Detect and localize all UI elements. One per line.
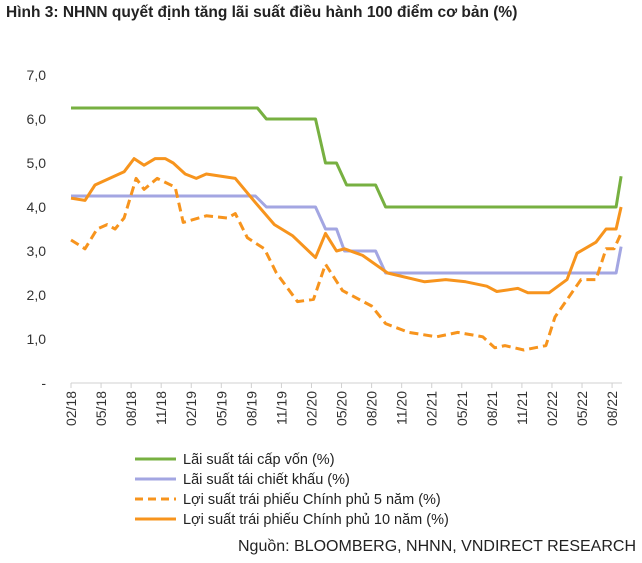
x-tick-label: 02/20 <box>303 391 319 426</box>
x-tick-label: 08/18 <box>123 391 139 426</box>
x-tick-label: 05/20 <box>334 391 350 426</box>
y-tick-label: - <box>41 375 46 391</box>
series-line-3 <box>70 176 623 352</box>
y-axis: - 1,0 2,0 3,0 4,0 5,0 6,0 7,0 <box>27 67 47 391</box>
x-tick-label: 08/21 <box>484 391 500 426</box>
x-tick-label: 05/22 <box>574 391 590 426</box>
x-tick-label: 05/21 <box>454 391 470 426</box>
x-axis: 02/18 05/18 08/18 11/18 02/19 05/19 08/19 11/19… <box>63 382 622 426</box>
y-tick-label: 1,0 <box>27 331 47 347</box>
x-tick-label: 05/19 <box>213 391 229 426</box>
y-tick-label: 5,0 <box>27 155 47 171</box>
x-tick-label: 02/19 <box>183 391 199 426</box>
series-line-2 <box>71 194 623 275</box>
legend-label: Lợi suất trái phiếu Chính phủ 5 năm (%) <box>183 492 441 508</box>
y-tick-label: 7,0 <box>27 67 47 83</box>
x-tick-label: 11/20 <box>394 391 410 425</box>
x-tick-label: 11/19 <box>273 391 289 425</box>
legend-label: Lãi suất tái cấp vốn (%) <box>183 452 335 468</box>
x-tick-label: 08/19 <box>243 391 259 426</box>
x-tick-label: 11/18 <box>153 391 169 425</box>
x-tick-label: 02/21 <box>424 391 440 426</box>
x-tick-label: 08/20 <box>364 391 380 426</box>
series-line-4 <box>70 157 623 295</box>
legend-label: Lợi suất trái phiếu Chính phủ 10 năm (%) <box>183 512 449 528</box>
x-tick-label: 02/22 <box>544 391 560 426</box>
chart-title: Hình 3: NHNN quyết định tăng lãi suất đi… <box>6 4 518 21</box>
x-tick-label: 05/18 <box>93 391 109 426</box>
y-tick-label: 2,0 <box>27 287 47 303</box>
y-tick-label: 4,0 <box>27 199 47 215</box>
y-tick-label: 3,0 <box>27 243 47 259</box>
x-tick-label: 11/21 <box>514 391 530 425</box>
series-line-1 <box>71 106 623 209</box>
y-tick-label: 6,0 <box>27 111 47 127</box>
source-note: Nguồn: BLOOMBERG, NHNN, VNDIRECT RESEARC… <box>237 538 636 555</box>
x-tick-label: 02/18 <box>63 391 79 426</box>
legend-label: Lãi suất tái chiết khấu (%) <box>183 472 350 488</box>
x-tick-label: 08/22 <box>604 391 620 426</box>
plot-lines <box>70 106 623 352</box>
legend: Lãi suất tái cấp vốn (%) Lãi suất tái chi… <box>135 452 449 528</box>
